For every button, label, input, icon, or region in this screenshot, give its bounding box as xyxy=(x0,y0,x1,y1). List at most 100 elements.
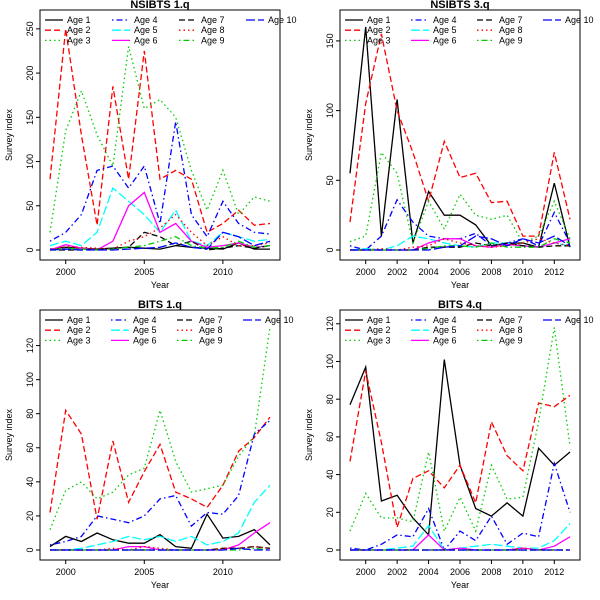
panel-title: NSIBTS 3.q xyxy=(430,0,489,11)
x-tick-label: 2005 xyxy=(134,567,154,577)
y-tick-label: 250 xyxy=(25,21,35,36)
legend-label: Age 1 xyxy=(367,15,391,25)
legend-label: Age 9 xyxy=(499,335,523,345)
series-line-age-3 xyxy=(49,326,271,530)
x-axis-label: Year xyxy=(151,280,169,290)
plot-frame xyxy=(39,9,281,261)
x-axis-label: Year xyxy=(151,580,169,590)
legend-label: Age 5 xyxy=(134,25,158,35)
legend-label: Age 3 xyxy=(367,335,391,345)
legend-label: Age 6 xyxy=(433,35,457,45)
y-tick-label: 20 xyxy=(325,507,335,517)
x-tick-label: 2000 xyxy=(56,267,76,277)
legend-label: Age 1 xyxy=(367,315,391,325)
legend-label: Age 10 xyxy=(565,315,594,325)
x-tick-label: 2010 xyxy=(513,267,533,277)
y-tick-label: 120 xyxy=(325,316,335,331)
panel-bits-4q: BITS 4.q Year Survey index 2000 2002 2004 2… xyxy=(304,299,594,590)
series-line-age-8 xyxy=(350,238,571,251)
x-axis-label: Year xyxy=(451,280,469,290)
x-tick-label: 2000 xyxy=(356,567,376,577)
legend-label: Age 4 xyxy=(433,15,457,25)
legend-label: Age 4 xyxy=(134,15,158,25)
series-line-age-4 xyxy=(349,460,571,552)
legend-label: Age 8 xyxy=(499,25,523,35)
legend-label: Age 3 xyxy=(67,35,91,45)
legend-label: Age 9 xyxy=(199,335,223,345)
x-tick-label: 2000 xyxy=(356,267,376,277)
x-tick-label: 2010 xyxy=(513,567,533,577)
series-line-age-4 xyxy=(49,121,271,242)
panel-nsibts-1q: NSIBTS 1.q Year Survey index 2000 2005 201… xyxy=(4,0,297,290)
series-line-age-1 xyxy=(49,512,271,549)
series-line-age-2 xyxy=(49,28,271,234)
panel-title: BITS 4.q xyxy=(438,299,482,311)
series-line-age-1 xyxy=(349,26,571,248)
legend-label: Age 2 xyxy=(67,25,91,35)
series-line-age-5 xyxy=(50,484,271,551)
y-tick-label: 200 xyxy=(25,66,35,81)
legend-label: Age 10 xyxy=(268,15,297,25)
x-tick-label: 2005 xyxy=(134,267,154,277)
y-tick-label: 0 xyxy=(325,247,335,252)
legend-label: Age 6 xyxy=(134,35,158,45)
y-tick-label: 100 xyxy=(325,354,335,369)
legend-label: Age 8 xyxy=(201,25,225,35)
y-axis-label: Survey index xyxy=(4,408,14,461)
y-tick-label: 120 xyxy=(25,338,35,353)
legend-label: Age 8 xyxy=(499,325,523,335)
legend-label: Age 3 xyxy=(367,35,391,45)
y-tick-label: 100 xyxy=(325,103,335,118)
legend-label: Age 8 xyxy=(199,325,223,335)
series-line-age-3 xyxy=(49,46,271,233)
x-tick-label: 2002 xyxy=(387,567,407,577)
x-tick-label: 2004 xyxy=(419,267,439,277)
legend-label: Age 5 xyxy=(133,325,157,335)
x-tick-label: 2002 xyxy=(387,267,407,277)
x-tick-label: 2004 xyxy=(419,567,439,577)
x-tick-label: 2012 xyxy=(544,267,564,277)
plot-frame xyxy=(39,309,281,561)
legend-label: Age 5 xyxy=(433,325,457,335)
y-axis-label: Survey index xyxy=(4,108,14,161)
x-tick-label: 2000 xyxy=(56,567,76,577)
series-line-age-8 xyxy=(49,213,271,251)
legend-label: Age 9 xyxy=(201,35,225,45)
series-line-age-4 xyxy=(49,420,271,546)
legend-label: Age 2 xyxy=(367,25,391,35)
x-tick-label: 2006 xyxy=(450,567,470,577)
legend-label: Age 4 xyxy=(133,315,157,325)
legend-label: Age 7 xyxy=(199,315,223,325)
x-tick-label: 2008 xyxy=(481,267,501,277)
panel-title: BITS 1.q xyxy=(138,299,182,311)
y-tick-label: 60 xyxy=(25,443,35,453)
series-line-age-2 xyxy=(349,33,571,237)
y-axis-label: Survey index xyxy=(304,408,314,461)
y-tick-label: 0 xyxy=(25,547,35,552)
legend-label: Age 6 xyxy=(133,335,157,345)
y-tick-label: 80 xyxy=(25,409,35,419)
x-tick-label: 2010 xyxy=(213,567,233,577)
legend-label: Age 10 xyxy=(265,315,294,325)
legend-label: Age 7 xyxy=(499,15,523,25)
legend-label: Age 1 xyxy=(67,15,91,25)
y-tick-label: 20 xyxy=(25,511,35,521)
y-tick-label: 60 xyxy=(325,432,335,442)
legend-label: Age 4 xyxy=(433,315,457,325)
panel-title: NSIBTS 1.q xyxy=(130,0,189,11)
legend-label: Age 7 xyxy=(499,315,523,325)
y-axis-label: Survey index xyxy=(304,108,314,161)
legend-label: Age 2 xyxy=(67,325,91,335)
y-tick-label: 40 xyxy=(325,470,335,480)
y-tick-label: 80 xyxy=(325,394,335,404)
legend-label: Age 7 xyxy=(201,15,225,25)
legend-label: Age 2 xyxy=(367,325,391,335)
panel-bits-1q: BITS 1.q Year Survey index 2000 2005 2010 0… xyxy=(4,299,294,590)
series-line-age-10 xyxy=(350,235,571,251)
